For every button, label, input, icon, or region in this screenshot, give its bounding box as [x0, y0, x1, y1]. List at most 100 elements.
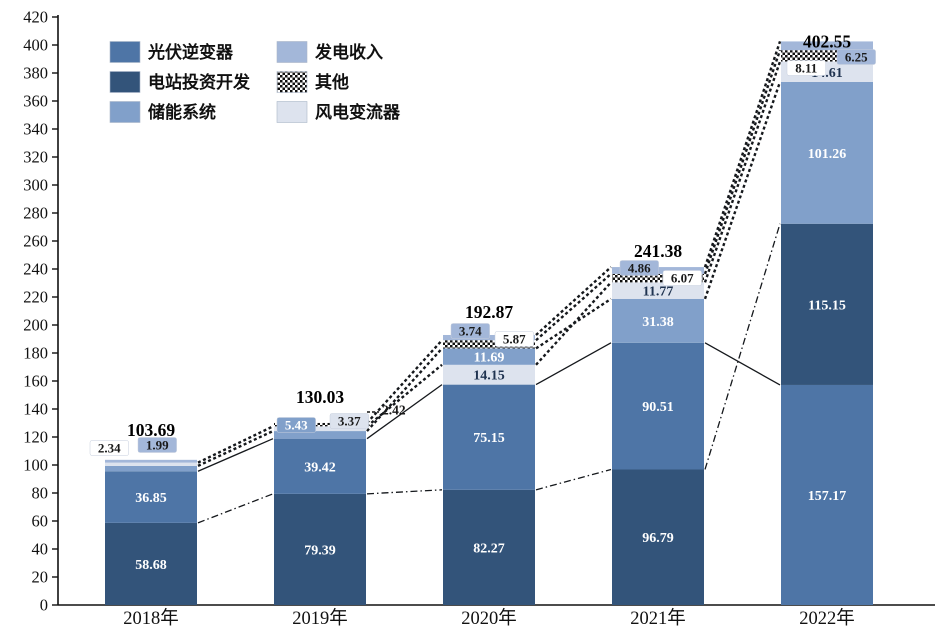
segment-value-label: 96.79 [642, 531, 674, 546]
value-chip [137, 437, 177, 453]
connector-储能系统 [703, 81, 782, 300]
bar-segment-其他-2021年 [612, 273, 704, 283]
bar-segment-电站投资开发-2018年 [105, 522, 197, 605]
value-chip [329, 413, 369, 429]
bar-total-label: 402.55 [803, 31, 851, 51]
legend-item-风电变流器: 风电变流器 [276, 101, 401, 123]
bar-total-label: 241.38 [634, 241, 682, 261]
x-category-label: 2018年 [123, 608, 179, 629]
x-category-label: 2019年 [292, 608, 348, 629]
bar-segment-电站投资开发-2019年 [274, 493, 366, 605]
connector-电站投资开发 [535, 468, 612, 491]
connector-光伏逆变器 [366, 384, 443, 440]
bar-segment-电站投资开发-2020年 [443, 489, 535, 605]
x-category-label: 2021年 [630, 608, 686, 629]
bar-segment-储能系统-2020年 [443, 348, 535, 365]
bar-segment-风电变流器-2020年 [443, 364, 535, 385]
y-tick-label: 240 [23, 260, 48, 279]
bar-segment-发电收入-2018年 [105, 459, 197, 463]
bar-total-label: 192.87 [465, 302, 513, 322]
legend-swatch [109, 41, 141, 63]
y-tick-label: 340 [23, 120, 48, 139]
value-chip [662, 270, 702, 286]
connector-光伏逆变器 [197, 438, 274, 472]
value-chip [836, 49, 876, 65]
bar-total-label: 130.03 [296, 387, 344, 407]
legend-item-储能系统: 储能系统 [109, 101, 216, 123]
y-tick-label: 220 [23, 288, 48, 307]
segment-value-label: 8.11 [795, 61, 817, 76]
legend-item-光伏逆变器: 光伏逆变器 [109, 41, 234, 63]
value-chip [494, 331, 534, 347]
connector-电站投资开发 [197, 493, 274, 524]
y-tick-label: 80 [32, 484, 49, 503]
connector-其他 [366, 339, 443, 424]
connector-电站投资开发 [366, 489, 443, 495]
legend-label: 其他 [315, 72, 349, 93]
connector-风电变流器 [366, 363, 443, 428]
bar-segment-电站投资开发-2022年 [781, 223, 873, 385]
legend-label: 光伏逆变器 [147, 42, 234, 63]
bar-segment-电站投资开发-2021年 [612, 469, 704, 605]
segment-value-label: 39.42 [304, 460, 336, 475]
y-tick-label: 0 [40, 596, 48, 615]
bar-segment-储能系统-2018年 [105, 465, 197, 472]
bar-segment-其他-2022年 [781, 50, 873, 62]
segment-value-label: 11.77 [643, 285, 674, 300]
bar-total-label: 103.69 [127, 420, 175, 440]
segment-value-label: 5.87 [503, 332, 526, 347]
segment-value-label: 82.27 [473, 541, 505, 556]
connector-其他 [535, 272, 612, 342]
segment-value-label: 101.26 [808, 147, 847, 162]
y-tick-label: 60 [32, 512, 49, 531]
bar-segment-风电变流器-2021年 [612, 282, 704, 299]
segment-value-label: 1.99 [146, 438, 169, 453]
y-tick-label: 360 [23, 92, 48, 111]
connector-储能系统 [535, 297, 612, 350]
legend-item-其他: 其他 [276, 71, 349, 93]
value-chip [786, 60, 826, 76]
legend-item-发电收入: 发电收入 [276, 41, 383, 63]
value-chip [619, 260, 659, 276]
segment-value-label: 6.07 [671, 271, 694, 286]
segment-value-label: 14.15 [473, 369, 505, 384]
legend-label: 风电变流器 [315, 102, 401, 123]
connector-风电变流器 [535, 281, 612, 366]
bar-segment-光伏逆变器-2020年 [443, 384, 535, 490]
bar-segment-其他-2020年 [443, 340, 535, 349]
connector-储能系统 [197, 429, 274, 467]
total-labels: 103.69 130.03 192.87 241.38 402.55 [127, 31, 851, 439]
segment-value-label: 3.74 [459, 324, 482, 339]
segment-value-label: 4.86 [628, 261, 651, 276]
y-tick-label: 160 [23, 372, 48, 391]
connector-光伏逆变器 [535, 342, 612, 386]
connector-发电收入 [703, 41, 782, 268]
legend-label: 储能系统 [148, 102, 216, 123]
connector-发电收入 [535, 266, 612, 336]
connector-风电变流器 [197, 425, 274, 464]
axes: 0 20 40 60 80 100 120 140 160 180 200 220 240 260 280 3… [23, 8, 935, 629]
legend-swatch [276, 101, 308, 123]
segment-value-label: 11.69 [474, 351, 505, 366]
bar-segment-光伏逆变器-2018年 [105, 471, 197, 523]
legend-label: 电站投资开发 [148, 72, 251, 93]
segment-value-label: 157.17 [808, 489, 847, 504]
bar-segment-光伏逆变器-2019年 [274, 438, 366, 494]
bar-segment-储能系统-2019年 [274, 431, 366, 439]
segment-value-label: 115.15 [808, 298, 846, 313]
x-category-label: 2020年 [461, 608, 517, 629]
segment-value-label: 75.15 [473, 431, 505, 446]
legend-swatch [276, 41, 308, 63]
bar-segment-储能系统-2021年 [612, 298, 704, 343]
y-tick-label: 280 [23, 204, 48, 223]
bar-segment-光伏逆变器-2022年 [781, 384, 873, 605]
y-tick-label: 300 [23, 176, 48, 195]
value-chip [89, 440, 129, 456]
legend-swatch [109, 101, 141, 123]
value-chip [276, 417, 316, 433]
y-tick-label: 100 [23, 456, 48, 475]
legend-swatch [276, 71, 308, 93]
y-tick-label: 420 [23, 8, 48, 27]
connector-lines [197, 41, 782, 524]
